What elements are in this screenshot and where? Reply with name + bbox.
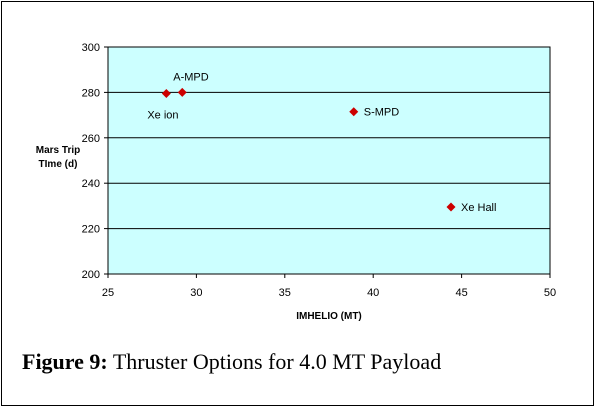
y-tick-label-220: 220 [82, 224, 100, 236]
y-axis-title-line-1: Mars Trip [36, 145, 80, 156]
x-tick-label-40: 40 [367, 287, 379, 299]
y-tick-label-300: 300 [82, 42, 100, 54]
y-tick-label-260: 260 [82, 133, 100, 145]
figure-caption-prefix: Figure 9: [22, 349, 108, 374]
point-marker-s-mpd [349, 107, 359, 117]
plot-area [107, 46, 551, 275]
figure-caption: Figure 9: Thruster Options for 4.0 MT Pa… [22, 349, 441, 375]
point-label-xe-hall: Xe Hall [461, 202, 496, 214]
x-tick-label-35: 35 [279, 287, 291, 299]
point-label-s-mpd: S-MPD [364, 107, 400, 119]
x-tick-label-30: 30 [190, 287, 202, 299]
figure-caption-text: Thruster Options for 4.0 MT Payload [107, 349, 442, 374]
x-tick-label-45: 45 [455, 287, 467, 299]
y-tick-label-200: 200 [82, 269, 100, 281]
point-marker-xe-ion [161, 89, 171, 99]
x-axis-title: IMHELIO (MT) [296, 311, 362, 322]
y-tick-label-280: 280 [82, 87, 100, 99]
scatter-chart: 25 30 35 40 45 50 200 220 240 260 280 300 Xe ion A-… [36, 42, 556, 322]
point-marker-a-mpd [177, 87, 187, 97]
x-tick-label-25: 25 [102, 287, 114, 299]
x-tick-label-50: 50 [544, 287, 556, 299]
point-marker-xe-hall [446, 202, 456, 212]
y-tick-label-240: 240 [82, 178, 100, 190]
point-label-a-mpd: A-MPD [173, 71, 209, 83]
point-label-xe-ion: Xe ion [147, 110, 178, 122]
y-axis-title-line-2: TIme (d) [39, 159, 78, 170]
